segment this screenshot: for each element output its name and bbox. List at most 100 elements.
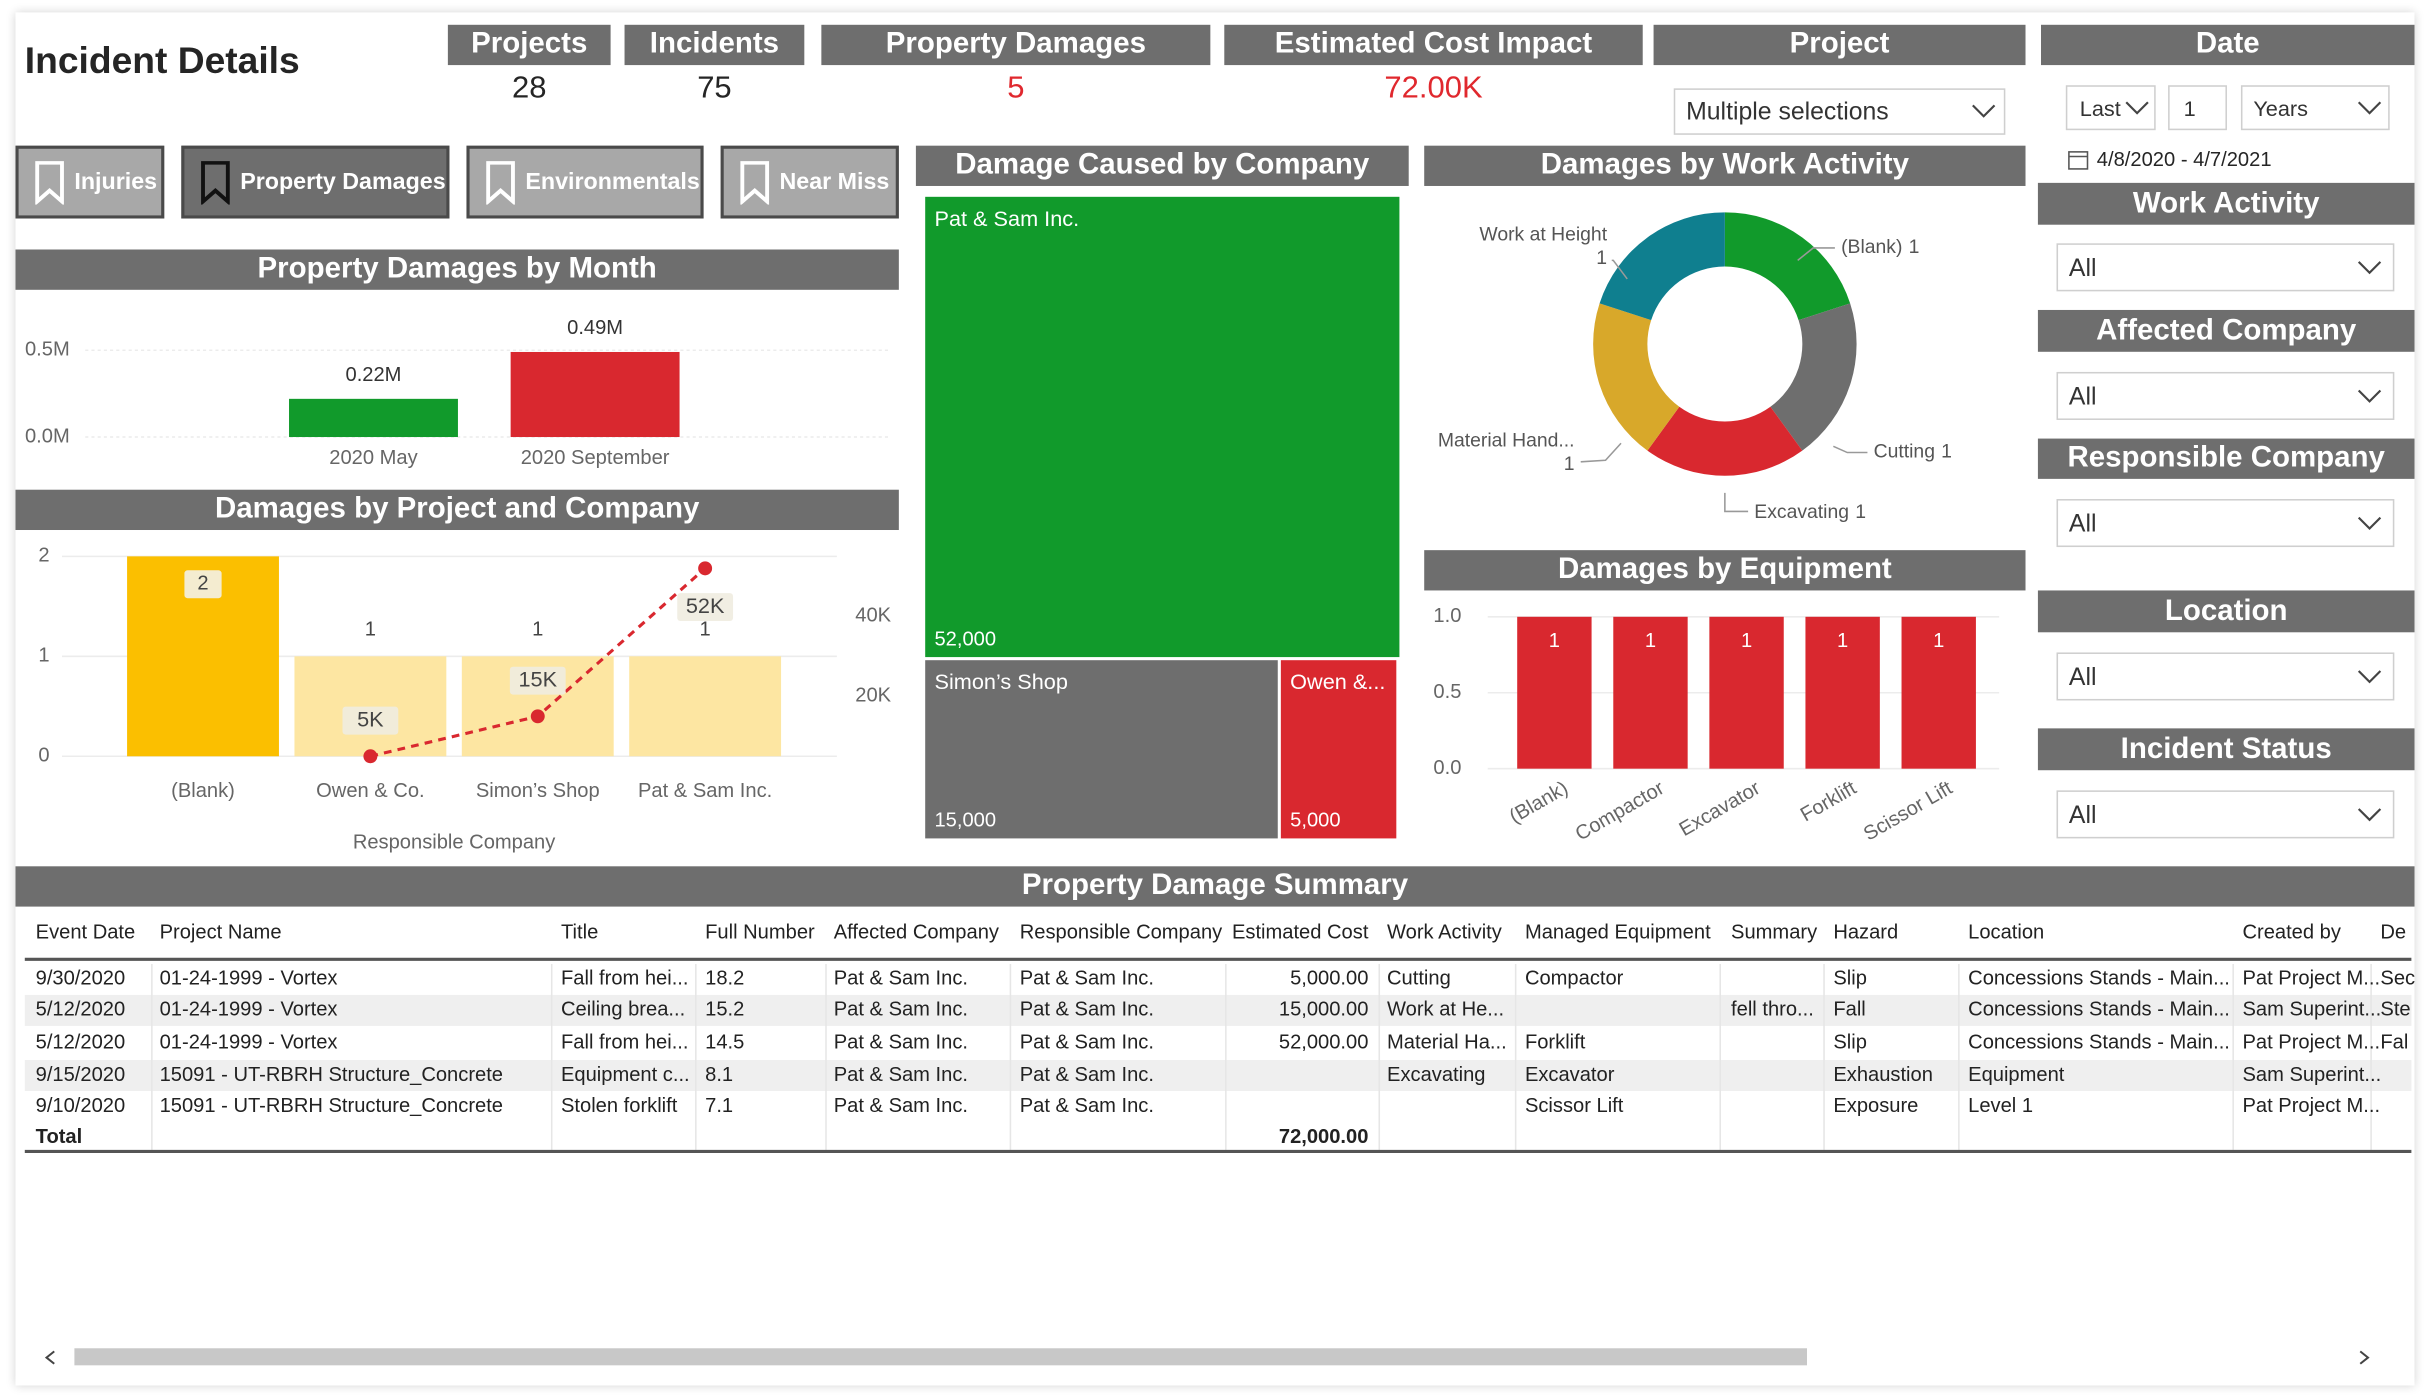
dropdown[interactable]: All	[2056, 499, 2395, 548]
table-cell: Pat & Sam Inc.	[1020, 1031, 1154, 1053]
y-tick-label: 2	[38, 545, 49, 567]
column-header: Created by	[2242, 921, 2341, 943]
bookmark-icon	[486, 161, 515, 205]
row-shade	[24, 994, 2412, 1026]
bookmark-button[interactable]: Near Miss	[720, 145, 899, 219]
donut-slice	[1770, 303, 1857, 451]
table-cell: Slip	[1833, 968, 1867, 990]
column-header: Project Name	[160, 921, 282, 943]
date-range: 4/8/2020 - 4/7/2021	[2096, 147, 2272, 171]
card-label: Projects	[447, 24, 611, 66]
slice-label: Cutting 1	[1874, 441, 1952, 463]
x-tick-label: Owen & Co.	[316, 780, 425, 802]
dropdown[interactable]: All	[2056, 790, 2395, 839]
bookmark-shape	[201, 161, 230, 205]
bookmark-shape	[35, 161, 64, 205]
slicer-title: Work Activity	[2037, 182, 2415, 225]
x-tick-label: Forklift	[1797, 777, 1861, 826]
bookmark-button[interactable]: Property Damages	[181, 145, 450, 219]
chevron-line	[2357, 670, 2382, 684]
bookmark-shape	[740, 161, 770, 205]
data-label: 1	[1645, 630, 1656, 652]
column-header: Hazard	[1833, 921, 1898, 943]
treemap-tile	[1280, 660, 1397, 839]
table-cell: Concessions Stands - Main...	[1968, 999, 2230, 1021]
slicer-title: Affected Company	[2037, 309, 2415, 352]
tile-label: Owen &...	[1290, 669, 1385, 694]
leader-line	[1833, 445, 1868, 454]
column-header: Affected Company	[834, 921, 1000, 943]
data-label: 5K	[357, 706, 384, 731]
chevron	[2357, 670, 2382, 684]
y-tick-label: 0	[38, 745, 49, 767]
x-tick-label: Pat & Sam Inc.	[638, 780, 772, 802]
table-cell: 9/15/2020	[36, 1064, 126, 1086]
table-cell: Pat Project M...	[2242, 968, 2380, 990]
chart-title: Damages by Project and Company	[15, 489, 899, 531]
slice-value: 1	[1941, 441, 1952, 463]
chevron	[2357, 808, 2382, 822]
dropdown[interactable]: Multiple selections	[1673, 88, 2006, 135]
x-axis-title: Responsible Company	[353, 831, 556, 853]
table-cell: Pat & Sam Inc.	[834, 968, 968, 990]
data-label: 52K	[686, 593, 725, 618]
data-label: 2	[197, 573, 208, 595]
column-header: Work Activity	[1387, 921, 1503, 943]
table-cell: 14.5	[705, 1031, 744, 1053]
table-cell: 15.2	[705, 999, 744, 1021]
slice-label: (Blank) 1	[1841, 236, 1919, 258]
bookmark-button[interactable]: Injuries	[15, 145, 165, 219]
table-cell: 8.1	[705, 1064, 733, 1086]
tile-value: 5,000	[1290, 810, 1340, 832]
bookmark-icon	[201, 161, 230, 205]
dropdown[interactable]: All	[2056, 371, 2395, 420]
table-cell: Equipment c...	[561, 1064, 690, 1086]
card-value: 5	[1007, 71, 1025, 106]
card-value: 28	[511, 71, 547, 106]
data-label: 1	[1933, 630, 1944, 652]
table-cell: 5,000.00	[1290, 968, 1368, 990]
bookmark-button[interactable]: Environmentals	[466, 145, 704, 219]
donut-slice	[1599, 212, 1725, 321]
x-tick-label: (Blank)	[171, 780, 235, 802]
table-cell: 9/30/2020	[36, 968, 126, 990]
bar	[294, 656, 447, 757]
line-point	[530, 709, 545, 724]
table-cell: 15091 - UT-RBRH Structure_Concrete	[160, 1095, 503, 1117]
column-header: Event Date	[36, 921, 136, 943]
button-label: Environmentals	[525, 168, 700, 196]
table-cell: Pat & Sam Inc.	[834, 1095, 968, 1117]
table-cell: Sam Superint...	[2242, 999, 2381, 1021]
x-tick-label: 2020 May	[329, 447, 418, 469]
date-mode[interactable]: Last	[2065, 85, 2156, 131]
date-count[interactable]: 1	[2168, 85, 2227, 131]
chevron-line	[2357, 101, 2382, 115]
slice-name: (Blank)	[1841, 236, 1902, 258]
slice-label: Material Hand... 1	[1438, 430, 1575, 475]
date-unit[interactable]: Years	[2240, 85, 2390, 131]
bar	[289, 398, 458, 438]
table-cell: Pat & Sam Inc.	[1020, 999, 1154, 1021]
slice-value: 1	[1909, 236, 1920, 258]
column-header: Estimated Cost	[1232, 921, 1369, 943]
table-cell: 5/12/2020	[36, 999, 126, 1021]
dropdown[interactable]: All	[2056, 652, 2395, 701]
table-cell: Pat Project M...	[2242, 1031, 2380, 1053]
chevron	[2357, 516, 2382, 530]
chart-title: Damages by Work Activity	[1424, 145, 2026, 186]
donut-slice	[1593, 303, 1680, 451]
tile-label: Simon’s Shop	[934, 669, 1067, 694]
treemap-tile	[925, 660, 1278, 839]
button-label: Injuries	[74, 168, 158, 196]
y-tick-label: 0.5	[1433, 681, 1461, 703]
card-value: 75	[697, 71, 732, 106]
leader-line	[1724, 492, 1749, 513]
button-label: Near Miss	[779, 168, 890, 196]
donut-slice	[1647, 406, 1803, 476]
table-cell: Excavator	[1525, 1064, 1615, 1086]
y-tick-label: 0.5M	[25, 339, 70, 361]
card-label: Property Damages	[821, 24, 1211, 66]
dropdown[interactable]: All	[2056, 243, 2395, 292]
column-header: Responsible Company	[1020, 921, 1223, 943]
table-cell: Pat & Sam Inc.	[1020, 1064, 1154, 1086]
